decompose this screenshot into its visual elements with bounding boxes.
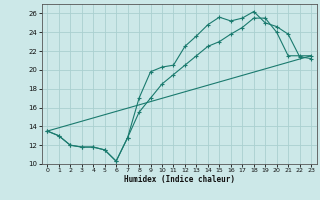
X-axis label: Humidex (Indice chaleur): Humidex (Indice chaleur) [124,175,235,184]
